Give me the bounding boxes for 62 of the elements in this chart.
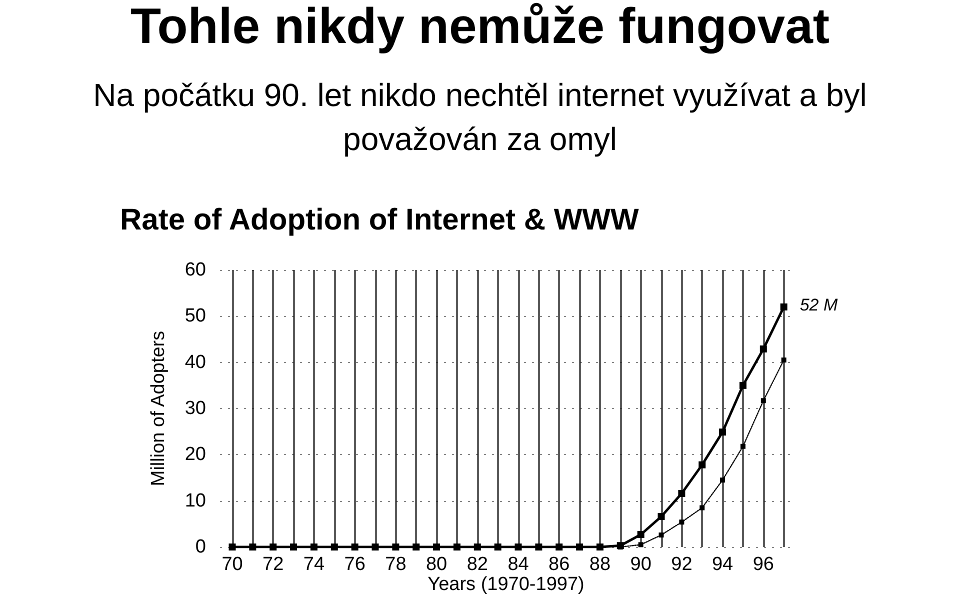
point [228, 544, 236, 550]
point [739, 382, 746, 389]
point [700, 505, 705, 510]
point [392, 544, 400, 550]
point [596, 544, 604, 550]
annotation: 52 M [800, 295, 838, 314]
point [351, 544, 358, 550]
y-axis-title: Million of Adopters [148, 330, 169, 486]
y-tick-label: 30 [184, 398, 206, 419]
x-tick-label: 86 [548, 554, 570, 575]
point [637, 531, 644, 538]
x-tick-label: 92 [671, 554, 692, 575]
y-tick-label: 0 [195, 536, 206, 558]
point [658, 513, 665, 520]
point [679, 520, 684, 525]
point [330, 544, 338, 550]
point [760, 398, 766, 404]
point [290, 544, 298, 550]
point [638, 542, 644, 548]
point [412, 544, 420, 550]
point [535, 544, 542, 550]
point [658, 532, 664, 538]
point [372, 544, 379, 550]
x-tick-label: 80 [426, 554, 448, 575]
x-tick-label: 78 [385, 554, 406, 575]
point [781, 358, 786, 363]
x-tick-label: 94 [712, 554, 734, 575]
y-tick-label: 60 [184, 260, 206, 280]
text: Rate of Adoption of Internet & WWW [120, 204, 640, 236]
x-tick-label: 88 [589, 554, 611, 575]
x-axis-title: Years (1970-1997) [428, 574, 584, 595]
chart-title: Tohle nikdy nemůže fungovat [130, 0, 830, 54]
point [780, 303, 788, 310]
x-tick-label: 74 [303, 554, 325, 575]
y-tick-label: 40 [184, 352, 206, 373]
point [453, 544, 460, 550]
point [494, 544, 502, 550]
y-tick-label: 50 [184, 306, 206, 327]
point [740, 444, 746, 449]
point [270, 544, 277, 550]
point [719, 428, 726, 436]
point [249, 544, 256, 550]
y-tick-label: 10 [184, 490, 206, 512]
point [698, 461, 706, 468]
x-tick-label: 72 [262, 554, 284, 575]
x-tick-label: 84 [508, 554, 530, 575]
point [514, 544, 522, 550]
point [678, 490, 686, 497]
chart-subtitle: Na počátku 90. let nikdo nechtěl internet využívat a byl považován za omyl [93, 77, 867, 157]
x-tick-label: 76 [344, 554, 366, 575]
x-tick-label: 90 [630, 554, 652, 575]
x-tick-label: 82 [466, 554, 488, 575]
point [576, 544, 584, 550]
point [433, 544, 440, 550]
point [760, 345, 767, 352]
point [556, 544, 563, 550]
x-tick-label: 96 [752, 554, 774, 575]
point [474, 544, 481, 550]
point [310, 544, 318, 550]
y-tick-label: 20 [184, 444, 206, 466]
x-tick-label: 70 [222, 554, 243, 575]
point [720, 478, 726, 483]
